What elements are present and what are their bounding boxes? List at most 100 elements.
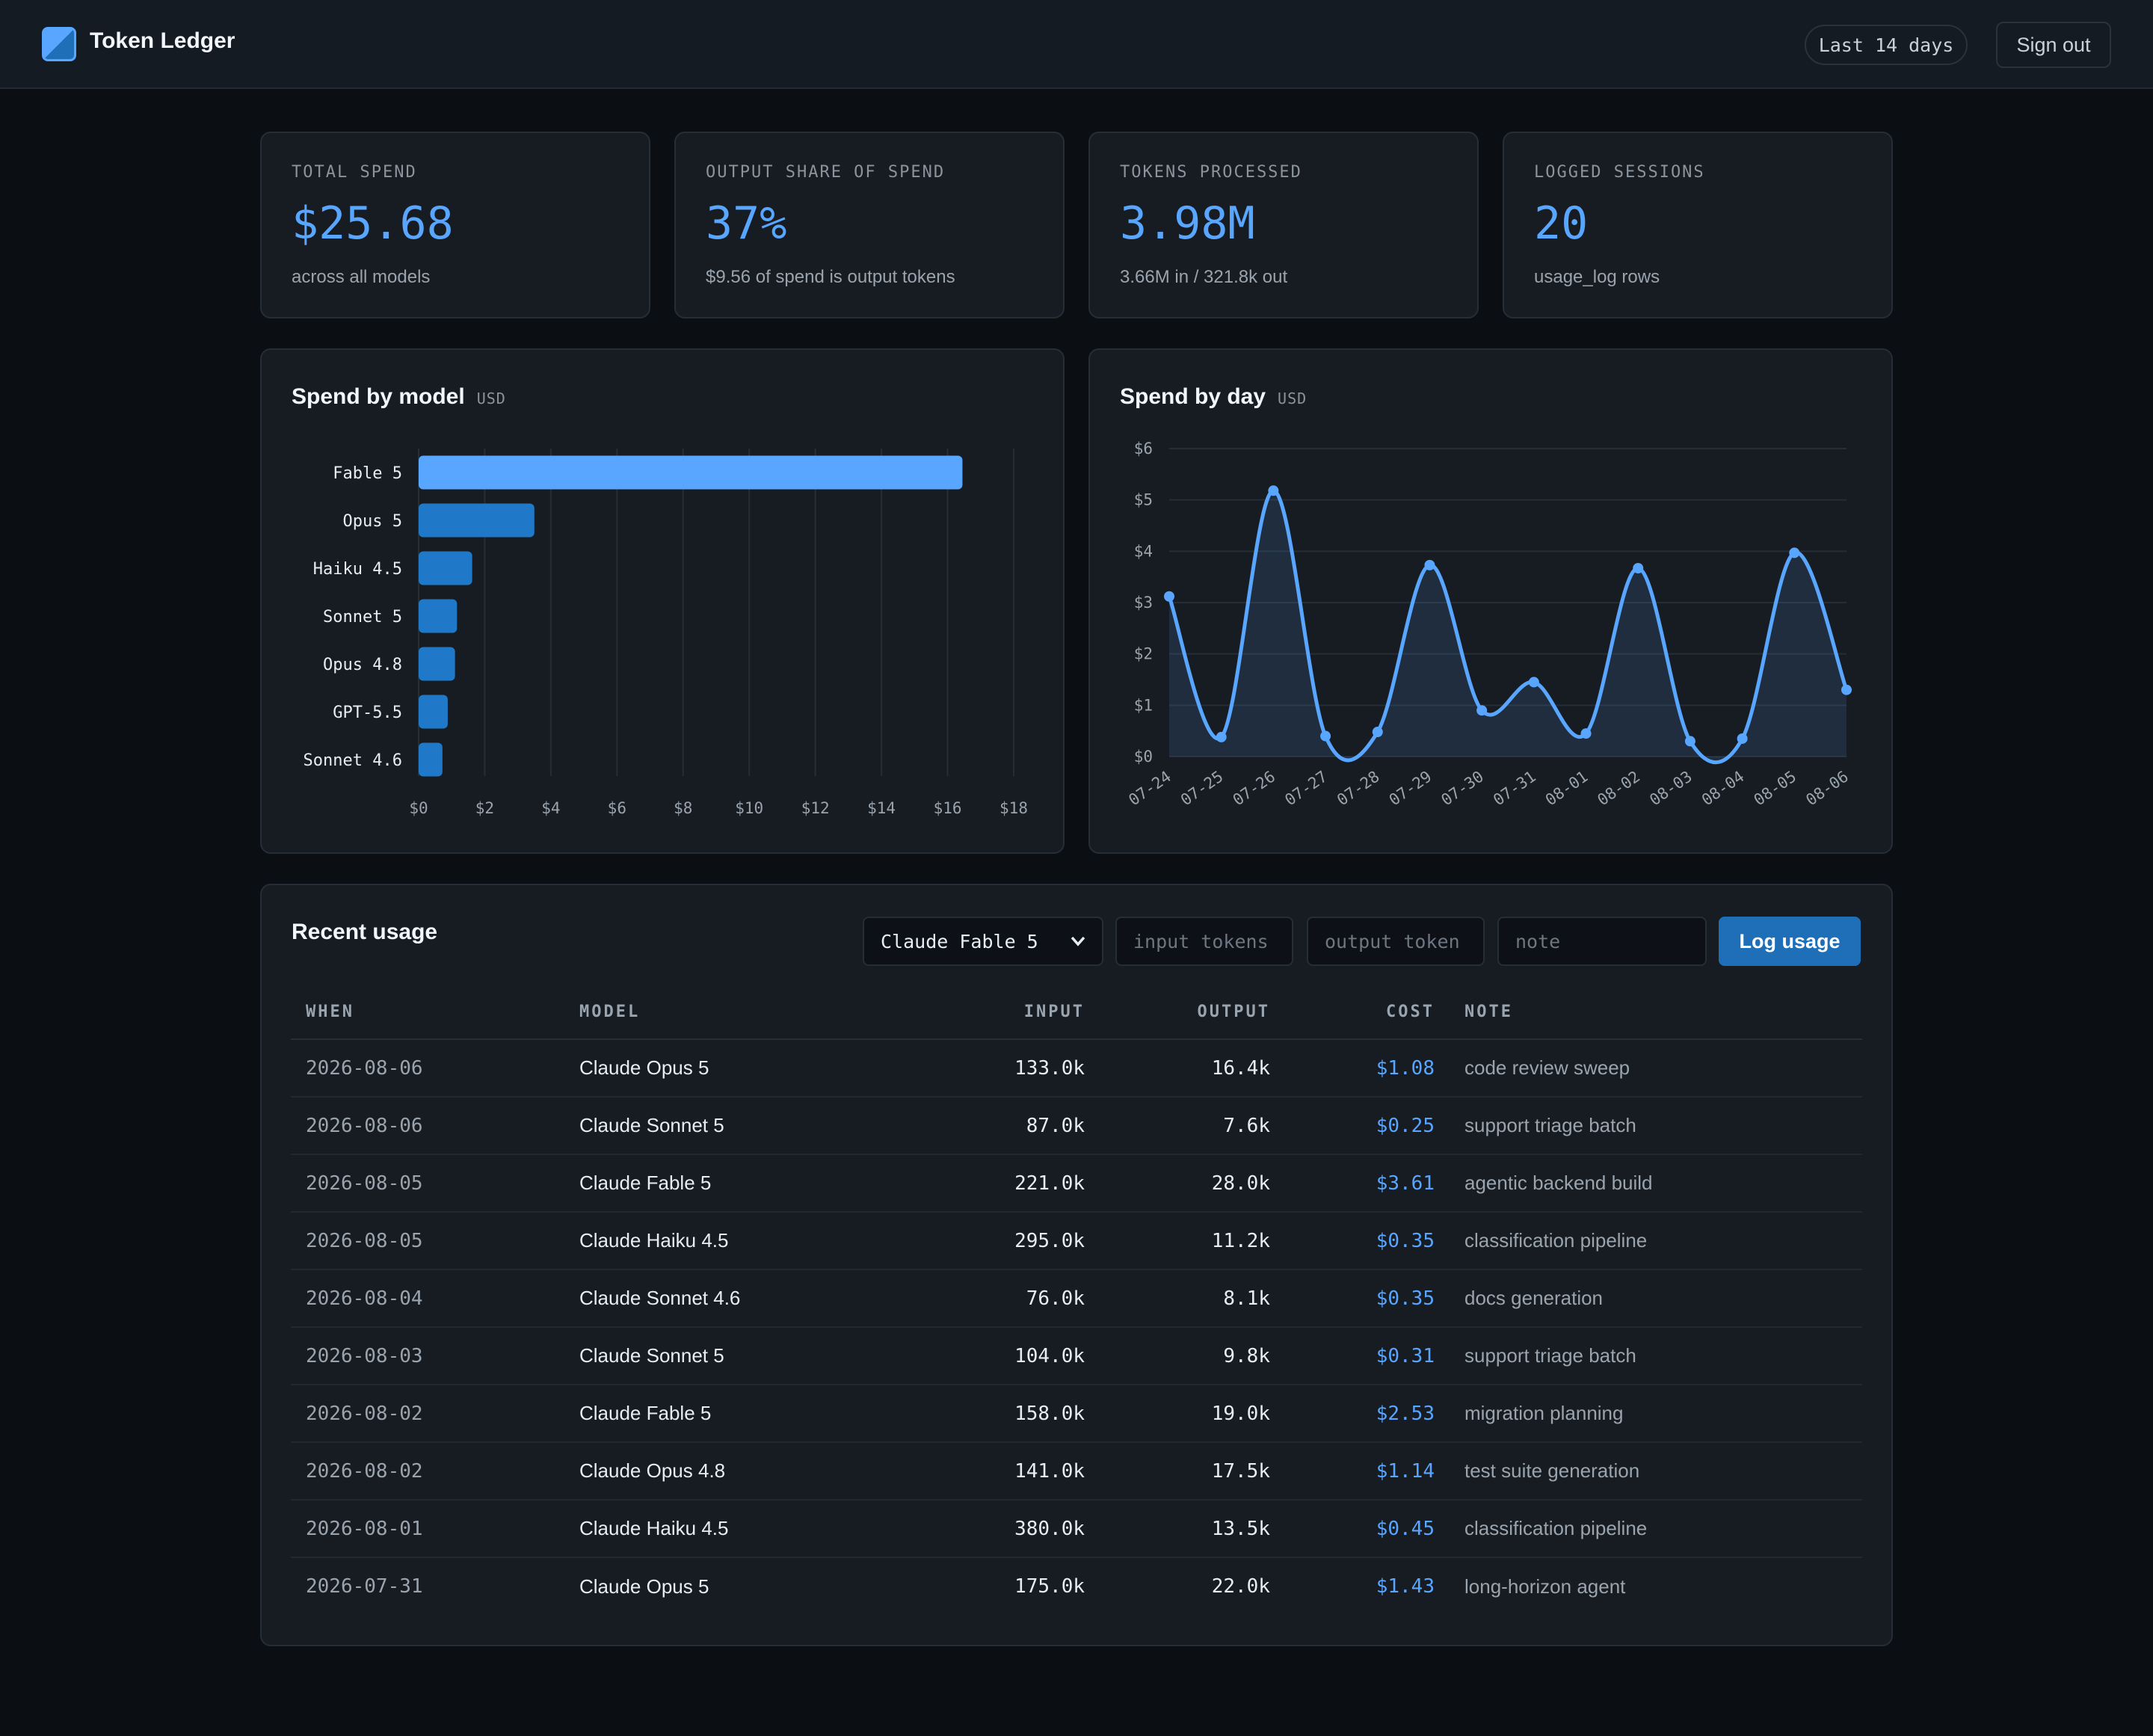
y-category-label: GPT-5.5: [333, 704, 402, 722]
panel-title: Spend by day USD: [1120, 384, 1307, 410]
spend-by-model-chart: $0 $2 $4 $6 $8 $10 $12 $14 $16 $18 Fable 5 Opus 5 Ha…: [304, 449, 1028, 817]
usage-table: WHEN MODEL INPUT OUTPUT COST NOTE 2026-0…: [291, 985, 1862, 1615]
y-category-label: Sonnet 5: [323, 608, 402, 627]
cell-input: 158.0k: [863, 1385, 1100, 1443]
x-tick-label: 08-04: [1698, 767, 1748, 809]
cell-model: Claude Fable 5: [564, 1385, 863, 1443]
x-tick-label: 07-29: [1386, 767, 1435, 809]
x-tick-label: $8: [674, 799, 692, 817]
x-tick-label: $6: [608, 799, 626, 817]
chevron-down-icon: [1071, 936, 1085, 947]
column-header-when: WHEN: [291, 985, 564, 1040]
cell-when: 2026-08-05: [291, 1212, 564, 1270]
cell-note: test suite generation: [1450, 1442, 1862, 1500]
cell-output: 8.1k: [1100, 1269, 1285, 1328]
app-title: Token Ledger: [90, 28, 235, 53]
spend-by-day-chart: $0$1$2$3$4$5$607-24 07-25 07-26 07-27 07-28 0…: [1125, 440, 1852, 809]
output-tokens-field[interactable]: output token: [1307, 917, 1485, 966]
cell-output: 17.5k: [1100, 1442, 1285, 1500]
cell-input: 133.0k: [863, 1039, 1100, 1098]
stat-value: 37%: [706, 197, 787, 250]
cell-note: agentic backend build: [1450, 1154, 1862, 1213]
x-tick-label: 07-28: [1334, 767, 1383, 809]
sign-out-button[interactable]: Sign out: [1996, 22, 2111, 68]
x-tick-label: 07-27: [1281, 767, 1331, 809]
bar: [419, 599, 458, 633]
x-tick-label: 08-06: [1802, 767, 1852, 809]
y-category-label: Sonnet 4.6: [304, 751, 402, 770]
panel-title-text: Spend by model: [292, 384, 465, 409]
cell-model: Claude Opus 5: [564, 1039, 863, 1098]
column-header-model: MODEL: [564, 985, 863, 1040]
x-tick-label: $14: [867, 799, 896, 817]
cell-input: 221.0k: [863, 1154, 1100, 1213]
table-row: 2026-08-06 Claude Opus 5 133.0k 16.4k $1.08 c…: [291, 1039, 1862, 1098]
table-row: 2026-08-06 Claude Sonnet 5 87.0k 7.6k $0.25 s…: [291, 1097, 1862, 1155]
cell-output: 11.2k: [1100, 1212, 1285, 1270]
stat-value: $25.68: [292, 197, 454, 250]
data-point: [1372, 727, 1383, 738]
stat-label: Total spend: [292, 163, 417, 182]
input-tokens-field[interactable]: input tokens: [1115, 917, 1293, 966]
x-tick-label: 08-05: [1751, 767, 1800, 809]
x-tick-label: 08-02: [1595, 767, 1644, 809]
bar: [419, 551, 472, 585]
logo-icon: [42, 27, 76, 61]
cell-when: 2026-08-01: [291, 1500, 564, 1558]
stat-sub: across all models: [292, 267, 431, 287]
cell-cost: $0.35: [1285, 1212, 1450, 1270]
cell-output: 28.0k: [1100, 1154, 1285, 1213]
cell-model: Claude Sonnet 5: [564, 1327, 863, 1385]
y-tick-label: $1: [1134, 696, 1153, 714]
data-point: [1164, 591, 1174, 602]
log-usage-button[interactable]: Log usage: [1719, 917, 1861, 966]
x-tick-label: 08-01: [1542, 767, 1592, 809]
stat-label: Logged sessions: [1534, 163, 1705, 182]
cell-input: 104.0k: [863, 1327, 1100, 1385]
column-header-input: INPUT: [863, 985, 1100, 1040]
bar: [419, 647, 455, 681]
x-tick-label: $4: [541, 799, 560, 817]
cell-cost: $0.25: [1285, 1097, 1450, 1155]
cell-cost: $3.61: [1285, 1154, 1450, 1213]
panel-unit: USD: [476, 390, 506, 407]
cell-input: 87.0k: [863, 1097, 1100, 1155]
cell-model: Claude Sonnet 4.6: [564, 1269, 863, 1328]
table-header-row: WHEN MODEL INPUT OUTPUT COST NOTE: [291, 985, 1862, 1040]
table-row: 2026-08-03 Claude Sonnet 5 104.0k 9.8k $0.31…: [291, 1327, 1862, 1385]
date-range-button[interactable]: Last 14 days: [1805, 25, 1968, 65]
cell-output: 9.8k: [1100, 1327, 1285, 1385]
data-point: [1424, 559, 1435, 570]
x-tick-label: $0: [409, 799, 428, 817]
cell-cost: $1.14: [1285, 1442, 1450, 1500]
model-select[interactable]: Claude Fable 5: [863, 917, 1103, 966]
cell-when: 2026-08-04: [291, 1269, 564, 1328]
table-row: 2026-08-05 Claude Haiku 4.5 295.0k 11.2k $0.…: [291, 1212, 1862, 1270]
table-row: 2026-08-02 Claude Fable 5 158.0k 19.0k $2.53…: [291, 1385, 1862, 1443]
x-tick-label: $12: [801, 799, 830, 817]
cell-note: classification pipeline: [1450, 1212, 1862, 1270]
data-point: [1633, 562, 1644, 573]
stat-card-total-spend: Total spend $25.68 across all models: [260, 132, 650, 318]
data-point: [1268, 485, 1279, 496]
y-tick-label: $6: [1134, 440, 1153, 458]
stat-card-tokens-processed: Tokens processed 3.98M 3.66M in / 321.8k…: [1088, 132, 1479, 318]
table-row: 2026-08-05 Claude Fable 5 221.0k 28.0k $3.61…: [291, 1154, 1862, 1213]
y-category-label: Fable 5: [333, 464, 402, 483]
data-point: [1320, 730, 1331, 742]
data-point: [1476, 705, 1488, 716]
cell-input: 76.0k: [863, 1269, 1100, 1328]
panel-title: Spend by model USD: [292, 384, 506, 410]
y-tick-label: $3: [1134, 594, 1153, 612]
cell-model: Claude Haiku 4.5: [564, 1500, 863, 1558]
stat-card-output-share: Output share of spend 37% $9.56 of spend…: [674, 132, 1065, 318]
x-tick-label: $18: [1000, 799, 1028, 817]
cell-when: 2026-07-31: [306, 1575, 423, 1598]
area-fill: [1169, 490, 1846, 763]
stat-card-logged-sessions: Logged sessions 20 usage_log rows: [1503, 132, 1893, 318]
y-tick-label: $2: [1134, 645, 1153, 663]
y-tick-label: $0: [1134, 748, 1153, 766]
column-header-cost: COST: [1285, 985, 1450, 1040]
y-tick-label: $4: [1134, 542, 1153, 560]
note-field[interactable]: note: [1497, 917, 1707, 966]
